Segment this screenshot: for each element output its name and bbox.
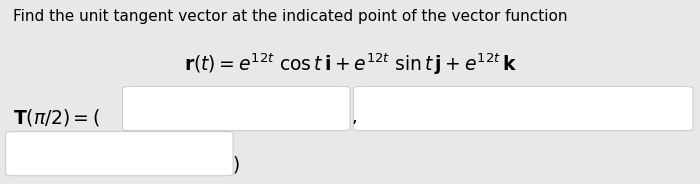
Text: Find the unit tangent vector at the indicated point of the vector function: Find the unit tangent vector at the indi… <box>13 9 567 24</box>
FancyBboxPatch shape <box>122 86 350 131</box>
FancyBboxPatch shape <box>6 132 233 176</box>
Text: $\mathbf{T}(\pi/2) = ($: $\mathbf{T}(\pi/2) = ($ <box>13 107 100 128</box>
Text: ,: , <box>351 108 357 126</box>
Text: $\mathbf{r}(t) = e^{12t}\ \mathrm{cos}\,t\,\mathbf{i}+ e^{12t}\ \mathrm{sin}\,t\: $\mathbf{r}(t) = e^{12t}\ \mathrm{cos}\,… <box>183 52 517 77</box>
FancyBboxPatch shape <box>354 86 693 131</box>
Text: ): ) <box>232 155 239 174</box>
